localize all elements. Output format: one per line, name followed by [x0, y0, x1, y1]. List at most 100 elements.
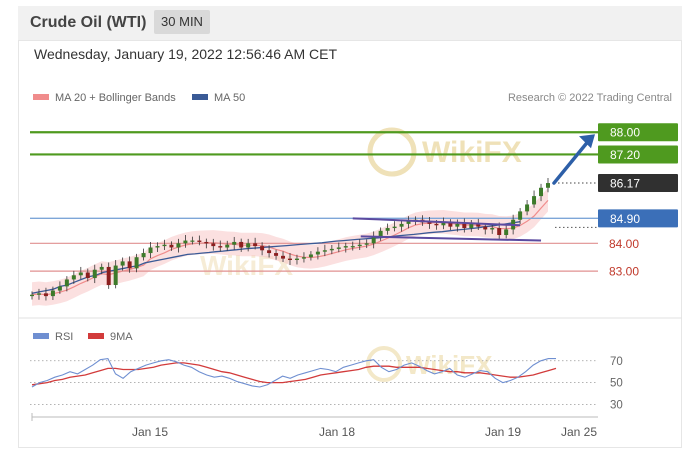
watermark-bottom: WikiFX	[366, 346, 493, 382]
rsi-ma-legend-label: 9MA	[110, 331, 133, 343]
rsi-tick-label: 30	[610, 400, 623, 412]
candle-body	[525, 204, 530, 212]
rsi-swatch	[33, 333, 49, 339]
timestamp: Wednesday, January 19, 2022 12:56:46 AM …	[34, 46, 338, 62]
ma50-legend-label: MA 50	[214, 92, 245, 104]
arrow-head-icon	[579, 134, 595, 149]
candle-body	[455, 223, 460, 227]
candle-body	[294, 258, 299, 260]
watermark-text: WikiFX	[422, 136, 522, 169]
rsi-ma-swatch	[88, 333, 104, 339]
target-arrow	[552, 134, 595, 185]
candle-body	[148, 247, 153, 254]
x-axis-labels: Jan 15 Jan 18 Jan 19 Jan 25	[132, 425, 597, 439]
candle-body	[30, 294, 34, 297]
price-legend: MA 20 + Bollinger Bands MA 50 Research ©…	[33, 92, 672, 104]
watermark-text: WikiFX	[406, 350, 493, 380]
candle-body	[378, 230, 383, 237]
candle-body	[546, 183, 550, 188]
ma20-swatch	[33, 94, 49, 100]
candle-body	[260, 246, 265, 251]
candle-body	[357, 244, 362, 247]
candle-body	[350, 246, 355, 248]
ma50-swatch	[192, 94, 208, 100]
rsi-tick-label: 50	[610, 378, 623, 390]
flag-channel	[352, 217, 542, 242]
candle-body	[155, 246, 160, 248]
candle-body	[322, 250, 327, 252]
candle-body	[71, 275, 76, 280]
level-label-bg	[598, 209, 678, 228]
candle-body	[204, 241, 209, 244]
price-levels	[30, 131, 598, 272]
level-label-bg	[598, 123, 678, 142]
candle-body	[329, 248, 334, 251]
candle-body	[218, 246, 223, 248]
candle-body	[78, 272, 83, 276]
candle-body	[399, 223, 404, 227]
candle-body	[253, 243, 258, 247]
x-tick-label: Jan 25	[561, 425, 597, 439]
candle-body	[176, 243, 181, 248]
level-label-bg	[598, 145, 678, 164]
candle-body	[371, 236, 376, 244]
bollinger-band-fill	[32, 187, 548, 306]
candle-body	[127, 261, 132, 269]
candle-body	[281, 255, 286, 259]
channel-lower-line	[360, 235, 542, 242]
candle-body	[43, 293, 48, 297]
candle-body	[211, 243, 216, 247]
watermark-logo-icon	[366, 346, 402, 382]
instrument-title: Crude Oil (WTI)	[30, 14, 147, 31]
candle-body	[385, 228, 390, 231]
candle-body	[434, 223, 439, 226]
resistance-level-label: 87.20	[610, 148, 640, 162]
candle-body	[169, 244, 174, 248]
support-level-label: 83.00	[609, 265, 639, 279]
support-level-label: 84.00	[609, 237, 639, 251]
candle-body	[267, 250, 272, 254]
candle-body	[50, 290, 55, 297]
candle-body	[301, 257, 306, 259]
rsi-legend-label: RSI	[55, 331, 73, 343]
x-tick-label: Jan 19	[485, 425, 521, 439]
candle-body	[441, 222, 446, 226]
interval-button[interactable]: 30 MIN	[154, 10, 210, 34]
moving-averages	[31, 221, 521, 294]
candle-body	[246, 243, 251, 248]
rsi-line	[31, 357, 556, 388]
candle-body	[134, 257, 139, 269]
arrow-shaft	[552, 138, 591, 185]
candle-body	[85, 272, 90, 279]
candle-body	[288, 258, 292, 260]
candle-body	[476, 223, 481, 227]
candle-body	[504, 229, 509, 235]
candle-body	[518, 211, 523, 220]
rsi-ma-line	[31, 362, 557, 386]
price-level-labels: 88.00 87.20 86.17 84.90 84.00 83.00	[598, 123, 678, 279]
candle-body	[364, 243, 369, 245]
resistance-level-label: 88.00	[610, 126, 640, 140]
candle-body	[190, 240, 195, 242]
candle-body	[469, 223, 474, 229]
candle-body	[99, 266, 104, 270]
candle-body	[448, 222, 453, 227]
candle-body	[532, 196, 537, 205]
candle-body	[113, 265, 118, 285]
candle-body	[162, 244, 167, 247]
rsi-legend: RSI 9MA	[33, 331, 133, 343]
candle-body	[497, 228, 502, 235]
channel-upper-line	[352, 217, 521, 227]
candle-body	[239, 241, 244, 248]
candle-body	[462, 223, 467, 229]
candle-body	[225, 244, 230, 248]
level-label-bg	[598, 174, 678, 193]
rsi-panel: 70 50 30	[30, 356, 623, 412]
candle-body	[406, 221, 411, 224]
watermark-logo-icon	[367, 127, 417, 177]
candle-body	[183, 240, 188, 244]
pivot-level-label: 84.90	[610, 212, 640, 226]
chart-header: Crude Oil (WTI) 30 MIN	[18, 6, 682, 40]
ma50-line	[31, 221, 521, 294]
